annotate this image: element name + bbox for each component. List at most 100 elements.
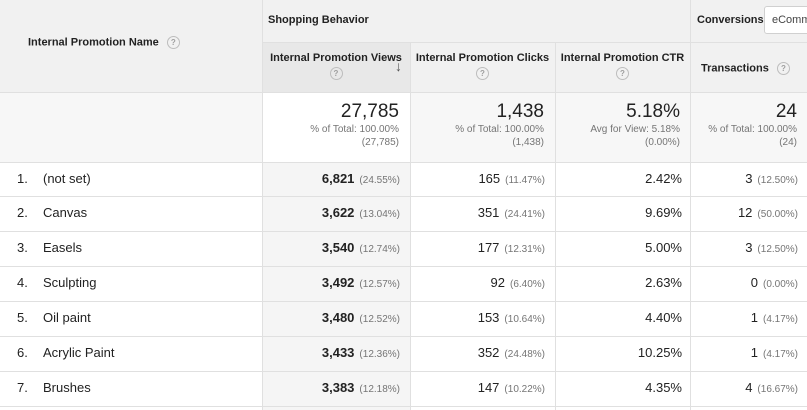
row-views-pct: (24.55%) — [359, 175, 400, 186]
row-clicks-value: 153 — [477, 310, 500, 325]
row-ctr-value: 10.25% — [637, 345, 682, 360]
summary-ctr-value: 5.18% — [626, 101, 680, 122]
conversions-select-value: eComm — [772, 14, 807, 26]
column-header-clicks[interactable]: Internal Promotion Clicks ? — [410, 52, 555, 80]
header-dimension-bg — [0, 0, 262, 92]
row-ctr: 2.63% — [555, 275, 682, 290]
row-transactions-pct: (16.67%) — [757, 384, 798, 395]
summary-transactions-line2: (24) — [779, 137, 797, 148]
row-promotion-name[interactable]: Acrylic Paint — [43, 345, 115, 360]
row-clicks-pct: (11.47%) — [505, 175, 545, 186]
summary-ctr-line2: (0.00%) — [644, 137, 680, 148]
row-promotion-name[interactable]: Easels — [43, 240, 83, 255]
row-views-value: 3,540 — [321, 240, 355, 255]
row-views-pct: (13.04%) — [359, 209, 400, 220]
row-clicks: 177 (12.31%) — [410, 240, 545, 255]
column-header-views[interactable]: Internal Promotion Views ? — [262, 52, 410, 80]
row-transactions-pct: (0.00%) — [762, 279, 798, 290]
help-icon[interactable]: ? — [476, 67, 489, 80]
summary-transactions-value: 24 — [775, 101, 797, 122]
column-ctr-label: Internal Promotion CTR — [560, 52, 685, 64]
row-clicks: 352 (24.48%) — [410, 345, 545, 360]
row-clicks-pct: (10.64%) — [504, 314, 545, 325]
row-index: 7. — [17, 380, 28, 395]
row-clicks: 351 (24.41%) — [410, 205, 545, 220]
summary-clicks-value: 1,438 — [496, 101, 544, 122]
row-clicks-value: 147 — [477, 380, 500, 395]
summary-transactions-line1: % of Total: 100.00% — [708, 124, 797, 135]
summary-ctr: 5.18% Avg for View: 5.18% (0.00%) — [555, 101, 680, 149]
table-row: 2. Canvas 3,622 (13.04%) 351 (24.41%) 9.69% 12 (… — [0, 196, 807, 230]
group-shopping-behavior: Shopping Behavior — [268, 14, 369, 26]
row-index: 5. — [17, 310, 28, 325]
help-icon[interactable]: ? — [776, 62, 790, 75]
row-ctr-value: 9.69% — [645, 205, 682, 220]
row-index: 4. — [17, 275, 28, 290]
row-views: 3,480 (12.52%) — [262, 310, 400, 325]
row-views-pct: (12.52%) — [359, 314, 400, 325]
row-promotion-name[interactable]: Brushes — [43, 380, 91, 395]
row-clicks-value: 352 — [477, 345, 500, 360]
header-group-shopping-bg — [262, 0, 690, 42]
row-clicks-pct: (10.22%) — [504, 384, 545, 395]
column-header-transactions[interactable]: Transactions ? — [690, 62, 807, 75]
row-clicks-pct: (24.48%) — [504, 349, 545, 360]
row-ctr-value: 5.00% — [645, 240, 682, 255]
row-ctr-value: 4.40% — [645, 310, 682, 325]
row-views: 3,492 (12.57%) — [262, 275, 400, 290]
row-clicks-value: 351 — [477, 205, 500, 220]
summary-views-line2: (27,785) — [361, 137, 399, 148]
row-transactions-pct: (12.50%) — [757, 244, 798, 255]
row-transactions: 0 (0.00%) — [690, 275, 798, 290]
column-transactions-label: Transactions — [701, 62, 769, 75]
sort-descending-icon[interactable]: ↓ — [395, 58, 402, 74]
table-row: 1. (not set) 6,821 (24.55%) 165 (11.47%) 2.42%… — [0, 162, 807, 196]
row-ctr-value: 2.42% — [645, 171, 682, 186]
row-transactions: 4 (16.67%) — [690, 380, 798, 395]
row-transactions-pct: (12.50%) — [757, 175, 798, 186]
row-index: 6. — [17, 345, 28, 360]
help-icon[interactable]: ? — [616, 67, 629, 80]
row-views: 6,821 (24.55%) — [262, 171, 400, 186]
row-transactions-value: 1 — [750, 345, 758, 360]
row-views-pct: (12.74%) — [359, 244, 400, 255]
help-icon[interactable]: ? — [329, 67, 343, 80]
row-views-value: 3,433 — [321, 345, 355, 360]
row-promotion-name[interactable]: Canvas — [43, 205, 88, 220]
row-clicks: 147 (10.22%) — [410, 380, 545, 395]
row-transactions-value: 12 — [737, 205, 753, 220]
summary-clicks: 1,438 % of Total: 100.00% (1,438) — [410, 101, 544, 149]
row-clicks: 165 (11.47%) — [410, 171, 545, 186]
row-transactions-pct: (50.00%) — [757, 209, 798, 220]
table-row: 6. Acrylic Paint 3,433 (12.36%) 352 (24.48%) 1… — [0, 336, 807, 370]
dimension-header[interactable]: Internal Promotion Name ? — [28, 36, 180, 49]
row-views: 3,433 (12.36%) — [262, 345, 400, 360]
help-icon[interactable]: ? — [166, 36, 180, 49]
column-clicks-label: Internal Promotion Clicks — [415, 52, 550, 64]
row-transactions: 3 (12.50%) — [690, 171, 798, 186]
row-ctr-value: 2.63% — [645, 275, 682, 290]
row-clicks: 92 (6.40%) — [410, 275, 545, 290]
conversions-select[interactable]: eComm — [764, 6, 807, 34]
row-ctr-value: 4.35% — [645, 380, 682, 395]
table-row: 4. Sculpting 3,492 (12.57%) 92 (6.40%) 2.63% 0 (… — [0, 266, 807, 300]
row-clicks-pct: (6.40%) — [509, 279, 545, 290]
row-clicks-value: 92 — [490, 275, 505, 290]
group-conversions: Conversions — [697, 14, 764, 26]
column-header-ctr[interactable]: Internal Promotion CTR ? — [555, 52, 690, 80]
table-row: 3. Easels 3,540 (12.74%) 177 (12.31%) 5.00% 3 (1… — [0, 231, 807, 265]
row-promotion-name[interactable]: Sculpting — [43, 275, 97, 290]
row-promotion-name[interactable]: (not set) — [43, 171, 91, 186]
row-views: 3,383 (12.18%) — [262, 380, 400, 395]
row-transactions-pct: (4.17%) — [762, 314, 798, 325]
row-views-value: 3,492 — [321, 275, 355, 290]
row-ctr: 5.00% — [555, 240, 682, 255]
row-transactions-value: 3 — [745, 171, 753, 186]
table-row: 7. Brushes 3,383 (12.18%) 147 (10.22%) 4.35% 4 (… — [0, 371, 807, 405]
row-views-value: 3,480 — [321, 310, 355, 325]
sorted-column-bg — [262, 162, 410, 410]
row-promotion-name[interactable]: Oil paint — [43, 310, 91, 325]
row-views-pct: (12.18%) — [359, 384, 400, 395]
summary-clicks-line1: % of Total: 100.00% — [455, 124, 544, 135]
row-transactions-value: 0 — [750, 275, 758, 290]
